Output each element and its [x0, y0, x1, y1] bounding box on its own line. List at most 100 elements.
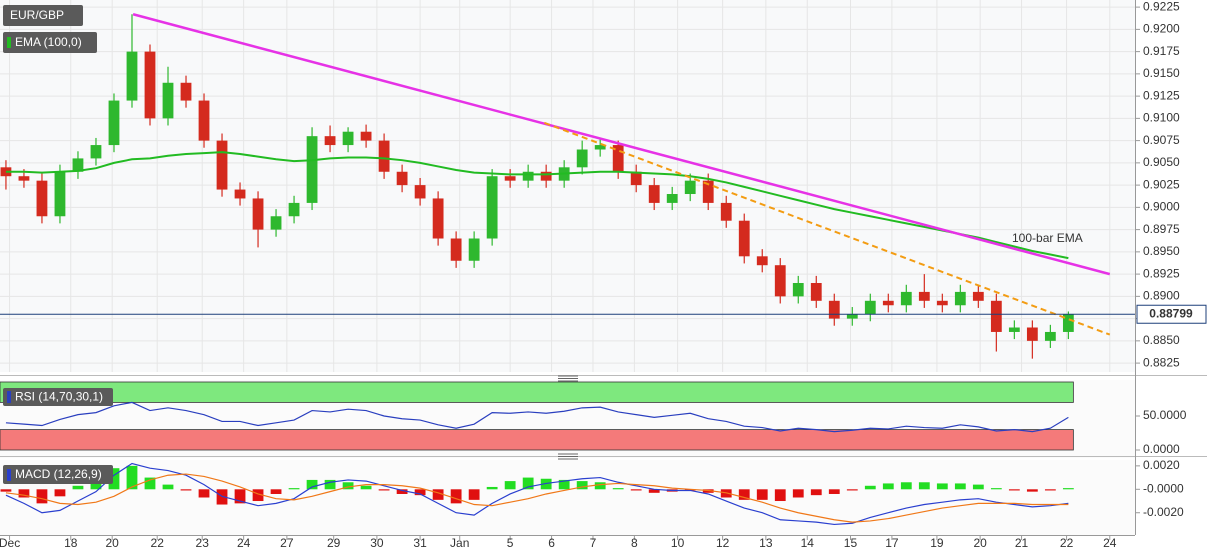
- x-tick-label: 30: [370, 536, 384, 550]
- x-tick-label: 27: [280, 536, 294, 550]
- candle-body: [162, 82, 174, 119]
- dashed-trendline: [544, 121, 1111, 336]
- current-price-label: 0.88799: [1149, 306, 1193, 320]
- candle-body: [252, 198, 264, 230]
- histogram-bar: [486, 486, 498, 490]
- histogram-bar: [738, 489, 750, 500]
- y-tick-label: -0.0000: [1143, 481, 1184, 495]
- x-tick-label: 20: [973, 536, 987, 550]
- candle-body: [936, 300, 948, 306]
- candle-body: [522, 171, 534, 181]
- legend-box: [3, 5, 83, 26]
- histogram-bar: [0, 489, 12, 492]
- candle-body: [702, 180, 714, 203]
- candle-body: [36, 180, 48, 217]
- candle-body: [738, 220, 750, 257]
- marks-layer: [0, 13, 1135, 526]
- histogram-bar: [360, 485, 372, 490]
- legend-title: EUR/GBP: [10, 8, 64, 22]
- y-tick-label: 0.9125: [1143, 88, 1180, 102]
- y-tick-label: 0.0000: [1143, 442, 1180, 456]
- candle-body: [954, 291, 966, 306]
- x-tick-label: 7: [590, 536, 597, 550]
- y-tick-label: 0.0020: [1143, 458, 1180, 472]
- y-tick-label: 0.8825: [1143, 355, 1180, 369]
- x-tick-label: 12: [716, 536, 730, 550]
- histogram-bar: [36, 489, 48, 504]
- y-tick-label: 0.9200: [1143, 22, 1180, 36]
- histogram-bar: [252, 489, 264, 502]
- x-tick-label: 22: [1060, 536, 1074, 550]
- candle-body: [828, 300, 840, 319]
- histogram-bar: [162, 484, 174, 490]
- candle-body: [108, 100, 120, 146]
- histogram-bar: [468, 489, 480, 500]
- candle-body: [666, 194, 678, 203]
- candle-body: [468, 238, 480, 261]
- trendline: [132, 13, 1111, 276]
- x-tick-label: 19: [930, 536, 944, 550]
- histogram-bar: [882, 483, 894, 490]
- candle-body: [846, 314, 858, 319]
- candle-body: [180, 82, 192, 101]
- candle-body: [720, 202, 732, 221]
- candle-body: [378, 140, 390, 172]
- candle-body: [1062, 314, 1074, 332]
- candle-body: [882, 300, 894, 306]
- histogram-bar: [756, 489, 768, 500]
- histogram-bar: [1044, 489, 1056, 491]
- histogram-bar: [234, 489, 246, 504]
- candle-body: [774, 265, 786, 297]
- y-tick-label: 0.9225: [1143, 0, 1180, 13]
- histogram-bar: [648, 489, 660, 493]
- histogram-bar: [432, 489, 444, 500]
- histogram-bar: [18, 489, 30, 498]
- oversold-zone: [0, 429, 1074, 451]
- histogram-bar: [954, 483, 966, 490]
- x-tick-label: 20: [106, 536, 120, 550]
- y-tick-label: 0.9175: [1143, 44, 1180, 58]
- x-tick-label: 21: [1015, 536, 1029, 550]
- macd-title: MACD (12,26,9): [15, 467, 102, 481]
- candle-body: [144, 51, 156, 119]
- histogram-bar: [972, 484, 984, 490]
- candle-body: [18, 176, 30, 181]
- legend-box: [3, 388, 113, 406]
- histogram-bar: [54, 489, 66, 497]
- x-tick-label: 31: [413, 536, 427, 550]
- rsi-title: RSI (14,70,30,1): [15, 390, 103, 404]
- x-tick-label: 15: [844, 536, 858, 550]
- candle-body: [450, 238, 462, 261]
- histogram-bar: [900, 482, 912, 490]
- histogram-bar: [72, 485, 84, 490]
- resize-grip[interactable]: [558, 453, 578, 460]
- histogram-bar: [846, 489, 858, 491]
- histogram-bar: [630, 489, 642, 491]
- candle-body: [54, 171, 66, 217]
- candle-body: [972, 291, 984, 301]
- candle-body: [396, 171, 408, 186]
- current-price-box: [1136, 304, 1207, 324]
- candle-body: [234, 189, 246, 199]
- legend-swatch: [7, 469, 11, 481]
- legend-swatch: [7, 391, 11, 403]
- x-tick-label: 14: [801, 536, 815, 550]
- histogram-bar: [144, 477, 156, 490]
- resize-grip[interactable]: [558, 375, 578, 382]
- histogram-bar: [918, 482, 930, 490]
- histogram-bar: [342, 482, 354, 490]
- candle-body: [1026, 327, 1038, 341]
- histogram-bar: [288, 488, 300, 490]
- candle-body: [216, 140, 228, 190]
- ema-annotation: 100-bar EMA: [1012, 231, 1083, 245]
- ema-line: [5, 151, 1069, 260]
- histogram-bar: [450, 489, 462, 504]
- candle-body: [612, 145, 624, 172]
- y-tick-label: 0.8950: [1143, 244, 1180, 258]
- legend-entry: EMA (100,0): [15, 35, 82, 49]
- histogram-bar: [864, 485, 876, 490]
- histogram-bar: [324, 479, 336, 490]
- candle-body: [630, 171, 642, 186]
- y-tick-label: -0.0020: [1143, 505, 1184, 519]
- candle-body: [432, 198, 444, 239]
